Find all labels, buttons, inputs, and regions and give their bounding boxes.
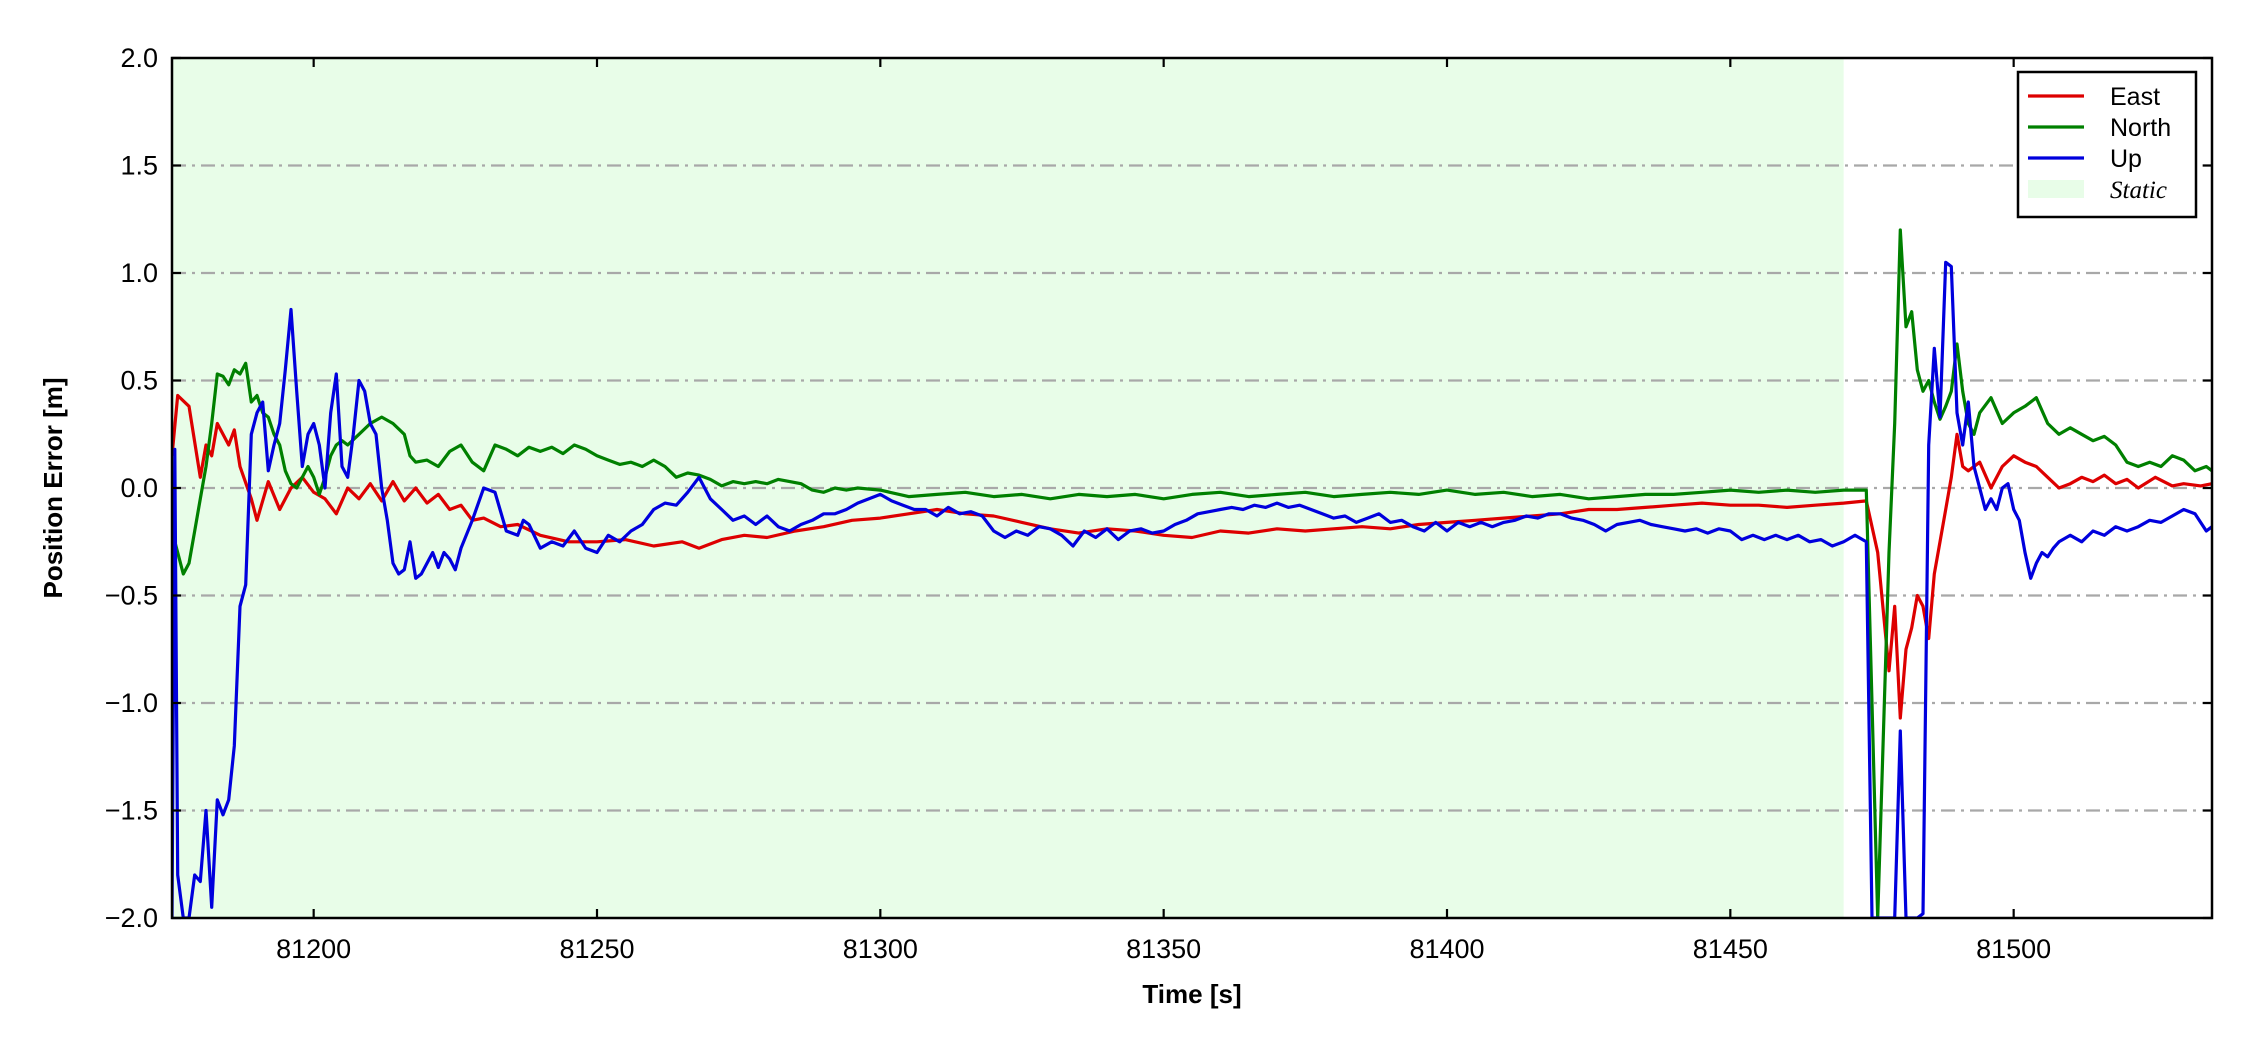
legend: East North Up Static	[2016, 70, 2198, 219]
y-tick-label: 2.0	[120, 43, 158, 73]
series-line-up	[172, 260, 2212, 918]
legend-label-east: East	[2110, 83, 2160, 111]
legend-label-static: Static	[2110, 177, 2167, 204]
x-tick-label: 81450	[1693, 934, 1768, 964]
y-tick-label: −0.5	[105, 581, 158, 611]
series-line-east	[172, 393, 2212, 720]
y-tick-label: 1.0	[120, 258, 158, 288]
legend-label-up: Up	[2110, 145, 2142, 173]
x-tick-label: 81300	[843, 934, 918, 964]
y-tick-label: −2.0	[105, 903, 158, 933]
legend-label-north: North	[2110, 114, 2171, 142]
legend-swatch-static	[2028, 180, 2084, 198]
x-tick-label: 81350	[1126, 934, 1201, 964]
y-tick-label: 0.5	[120, 366, 158, 396]
x-tick-label: 81250	[559, 934, 634, 964]
x-tick-label: 81500	[1976, 934, 2051, 964]
static-region	[172, 58, 1844, 918]
y-tick-label: 1.5	[120, 151, 158, 181]
y-tick-label: −1.0	[105, 688, 158, 718]
y-tick-label: −1.5	[105, 796, 158, 826]
x-axis-label: Time [s]	[1142, 979, 1241, 1009]
x-tick-label: 81400	[1409, 934, 1484, 964]
y-axis-label: Position Error [m]	[38, 377, 68, 598]
y-tick-label: 0.0	[120, 473, 158, 503]
x-tick-label: 81200	[276, 934, 351, 964]
